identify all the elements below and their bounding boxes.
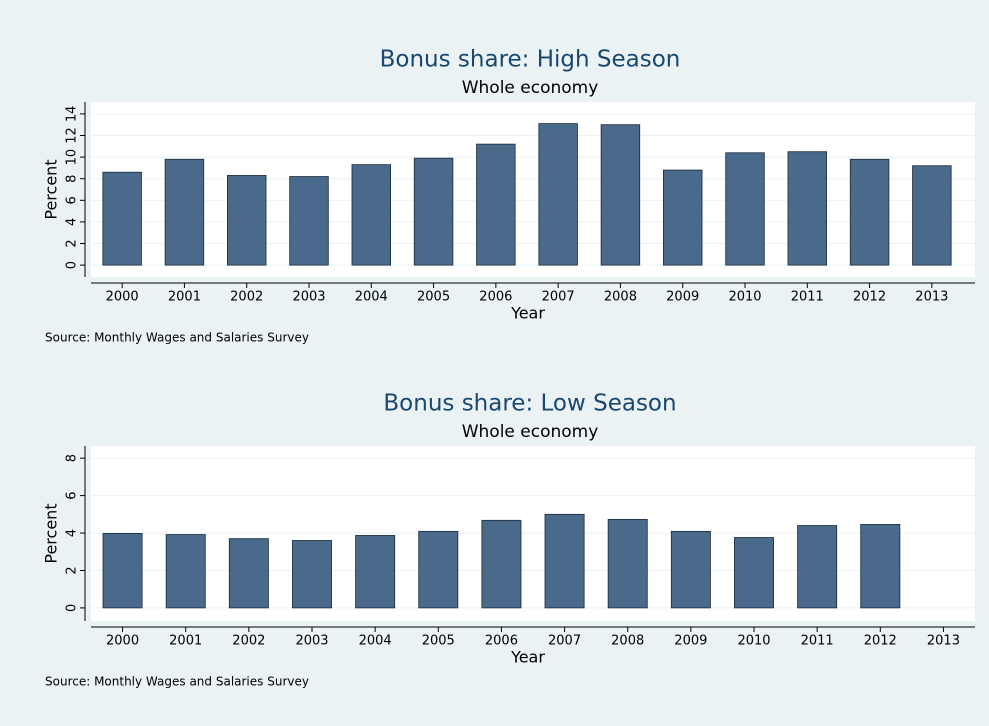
y-tick-label: 4 <box>65 218 80 226</box>
bar <box>607 518 648 609</box>
bar <box>663 169 703 266</box>
x-tick-label: 2001 <box>168 290 201 305</box>
x-tick-label: 2007 <box>542 290 575 305</box>
bar <box>289 176 329 266</box>
bar <box>797 525 838 609</box>
bar <box>102 533 143 609</box>
x-tick-label: 2007 <box>548 634 581 649</box>
bar <box>849 158 890 266</box>
x-tick-label: 2011 <box>801 634 834 649</box>
source-note: Source: Monthly Wages and Salaries Surve… <box>45 675 309 689</box>
x-tick-label: 2010 <box>728 290 761 305</box>
x-tick-label: 2003 <box>295 634 328 649</box>
bar <box>418 530 459 609</box>
y-tick-label: 6 <box>65 491 80 499</box>
x-tick-label: 2001 <box>169 634 202 649</box>
bar <box>102 171 142 266</box>
x-axis-label: Year <box>510 648 545 667</box>
y-tick-label: 6 <box>65 196 80 204</box>
x-tick-label: 2010 <box>737 634 770 649</box>
x-tick-label: 2008 <box>604 290 637 305</box>
bar <box>351 164 391 266</box>
y-tick-label: 2 <box>65 239 80 247</box>
bar <box>413 157 454 266</box>
bar <box>734 537 774 609</box>
bar <box>538 123 578 266</box>
x-axis-label: Year <box>510 304 545 323</box>
x-tick-label: 2013 <box>915 290 948 305</box>
bar <box>912 165 952 266</box>
x-tick-label: 2002 <box>232 634 265 649</box>
y-tick-label: 0 <box>65 261 80 269</box>
bar <box>355 535 396 609</box>
x-tick-label: 2005 <box>417 290 450 305</box>
chart-title: Bonus share: Low Season <box>383 391 676 417</box>
x-tick-label: 2003 <box>292 290 325 305</box>
bar <box>670 530 711 609</box>
x-tick-label: 2011 <box>791 290 824 305</box>
bar <box>292 540 332 609</box>
y-axis-label: Percent <box>42 503 61 563</box>
x-tick-label: 2006 <box>479 290 512 305</box>
y-tick-label: 8 <box>65 454 80 462</box>
bar <box>860 524 901 609</box>
bar <box>481 519 522 609</box>
chart-title: Bonus share: High Season <box>380 47 681 73</box>
bar <box>476 143 516 266</box>
y-tick-label: 10 <box>65 149 80 166</box>
bar <box>600 124 641 266</box>
x-tick-label: 2000 <box>106 290 139 305</box>
x-tick-label: 2006 <box>485 634 518 649</box>
bar <box>787 151 827 266</box>
x-tick-label: 2012 <box>864 634 897 649</box>
bar <box>165 534 206 609</box>
x-tick-label: 2002 <box>230 290 263 305</box>
x-tick-label: 2013 <box>927 634 960 649</box>
y-axis-label: Percent <box>42 159 61 219</box>
y-tick-label: 0 <box>65 604 80 612</box>
x-tick-label: 2009 <box>674 634 707 649</box>
source-note: Source: Monthly Wages and Salaries Surve… <box>45 331 309 345</box>
x-tick-label: 2012 <box>853 290 886 305</box>
bar <box>544 513 585 609</box>
bar <box>228 538 269 609</box>
x-tick-label: 2004 <box>359 634 392 649</box>
x-tick-label: 2005 <box>422 634 455 649</box>
x-tick-label: 2008 <box>611 634 644 649</box>
y-tick-label: 2 <box>65 566 80 574</box>
bar <box>725 152 765 266</box>
x-tick-label: 2009 <box>666 290 699 305</box>
x-tick-label: 2000 <box>106 634 139 649</box>
y-tick-label: 12 <box>65 127 80 144</box>
y-tick-label: 8 <box>65 175 80 183</box>
chart-subtitle: Whole economy <box>462 78 599 98</box>
plot-area <box>91 102 975 277</box>
y-tick-label: 4 <box>65 529 80 537</box>
chart-subtitle: Whole economy <box>462 422 599 442</box>
bar <box>164 158 205 266</box>
y-tick-label: 14 <box>65 106 80 123</box>
bar <box>227 175 267 266</box>
x-tick-label: 2004 <box>355 290 388 305</box>
